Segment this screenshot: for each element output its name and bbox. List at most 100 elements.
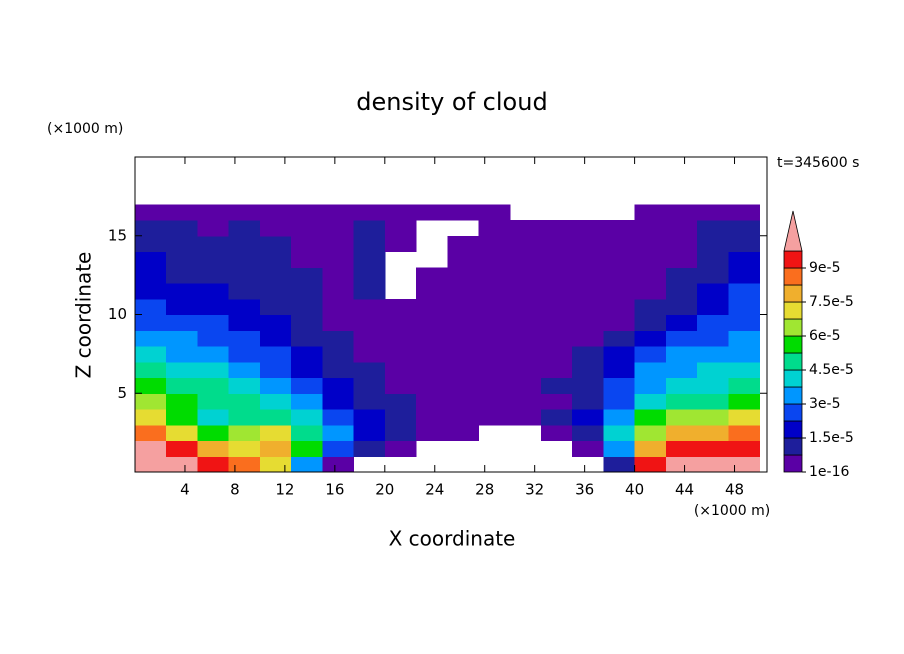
contour-cell [228,330,261,347]
contour-cell [416,283,448,300]
contour-cell [478,204,511,221]
contour-cell [572,346,604,363]
contour-cell [166,283,199,300]
contour-cell [697,267,729,284]
chart-title: density of cloud [356,88,547,116]
contour-cell [228,346,261,363]
contour-cell [634,424,667,442]
x-axis-label: X coordinate [389,527,516,551]
contour-cell [197,393,230,410]
contour-cell [603,251,636,268]
contour-cell [291,220,323,237]
contour-cell [291,361,323,379]
contour-cell [478,220,511,237]
contour-cell [540,377,573,394]
contour-cell [416,204,448,221]
contour-cell [634,456,667,472]
contour-cell [447,393,480,410]
contour-cell [322,267,355,284]
contour-cell [509,283,542,300]
contour-cell [478,235,511,253]
contour-cell [572,314,604,331]
contour-cell [447,377,480,394]
contour-cell [353,283,386,300]
contour-cell [447,361,480,379]
contour-cell [135,440,167,457]
y-tick-label: 5 [117,384,127,402]
contour-cell [322,456,355,472]
contour-cell [634,393,667,410]
contour-cell [228,456,261,472]
contour-cell [447,204,480,221]
contour-cell [540,393,573,410]
contour-cell [322,220,355,237]
contour-cell [291,377,323,394]
contour-cell [634,251,667,268]
contour-cell [135,235,167,253]
contour-cell [228,424,261,442]
contour-cell [135,204,167,221]
contour-cell [603,298,636,316]
contour-cell [353,346,386,363]
contour-cell [697,456,729,472]
contour-cell [478,409,511,426]
time-label: t=345600 s [777,155,859,171]
contour-cell [697,409,729,426]
contour-cell [728,283,761,300]
contour-cell [634,377,667,394]
colorbar-label: 9e-5 [809,260,840,276]
contour-cell [135,393,167,410]
contour-cell [572,424,604,442]
x-tick-label: 16 [325,481,344,499]
colorbar-box [783,301,803,320]
contour-cell [197,298,230,316]
contour-cell [665,456,698,472]
contour-cell [291,251,323,268]
contour-cell [697,251,729,268]
contour-cell [166,346,199,363]
contour-cell [353,204,386,221]
contour-cell [353,235,386,253]
contour-cell [572,377,604,394]
contour-cell [572,251,604,268]
contour-cell [478,393,511,410]
x-tick-label: 8 [230,481,240,499]
colorbar-box [783,250,803,269]
contour-cell [540,424,573,442]
contour-cell [728,330,761,347]
contour-cell [228,204,261,221]
contour-cell [540,330,573,347]
contour-cell [728,440,761,457]
colorbar-box [783,369,803,388]
contour-cell [197,267,230,284]
contour-cell [665,204,698,221]
contour-cell [259,346,292,363]
contour-cell [259,251,292,268]
colorbar-box [783,335,803,354]
contour-cell [665,440,698,457]
contour-cell [697,377,729,394]
contour-cell [353,377,386,394]
contour-cell [447,283,480,300]
x-tick-label: 48 [725,481,744,499]
contour-cell [197,424,230,442]
contour-cell [572,283,604,300]
contour-cell [322,409,355,426]
contour-cell [478,251,511,268]
contour-cell [603,393,636,410]
contour-cell [697,346,729,363]
contour-cell [416,267,448,284]
contour-cell [228,298,261,316]
contour-cell [228,251,261,268]
x-tick-label: 12 [275,481,294,499]
colorbar-box [783,267,803,286]
contour-cell [540,235,573,253]
contour-cell [697,283,729,300]
contour-cell [572,330,604,347]
contour-cell [166,393,199,410]
contour-cell [228,361,261,379]
contour-cell [634,330,667,347]
contour-cell [322,330,355,347]
contour-cell [447,409,480,426]
contour-cell [135,424,167,442]
